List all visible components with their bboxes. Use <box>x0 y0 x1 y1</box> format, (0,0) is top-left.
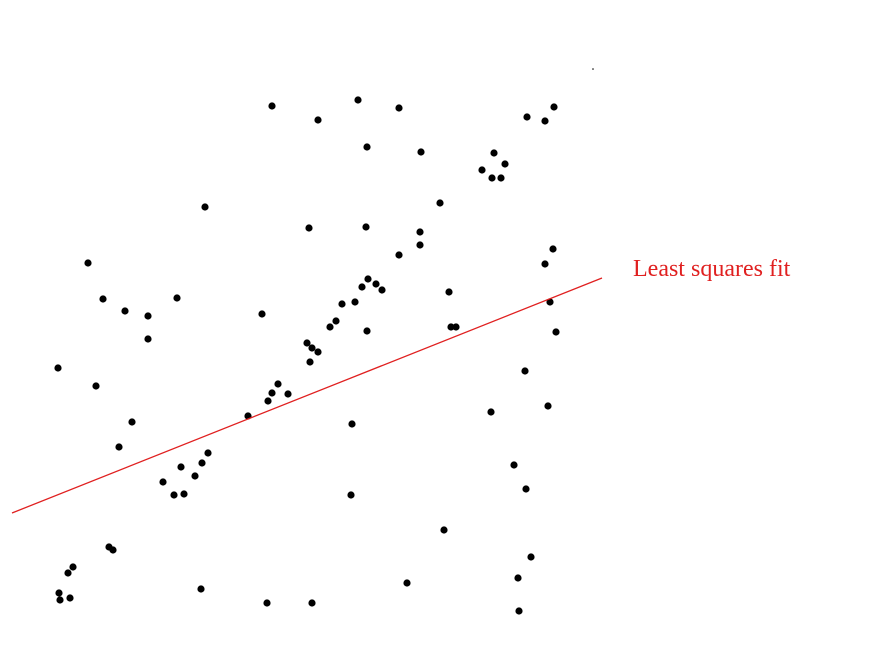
data-point <box>541 117 549 125</box>
data-point <box>515 607 523 615</box>
data-point <box>314 348 322 356</box>
data-point <box>436 199 444 207</box>
data-points <box>54 68 594 615</box>
data-point <box>197 585 205 593</box>
data-point <box>440 526 448 534</box>
data-point <box>378 286 386 294</box>
data-point <box>364 275 372 283</box>
data-point <box>99 295 107 303</box>
data-point <box>84 259 92 267</box>
data-point <box>314 116 322 124</box>
data-point <box>264 397 272 405</box>
data-point <box>363 327 371 335</box>
data-point <box>395 251 403 259</box>
data-point <box>109 546 117 554</box>
data-point <box>351 298 359 306</box>
data-point <box>592 68 594 70</box>
data-point <box>308 599 316 607</box>
data-point <box>550 103 558 111</box>
fit-line-label: Least squares fit <box>633 256 791 282</box>
data-point <box>274 380 282 388</box>
data-point <box>284 390 292 398</box>
data-point <box>66 594 74 602</box>
data-point <box>55 589 63 597</box>
data-point <box>326 323 334 331</box>
data-point <box>544 402 552 410</box>
data-point <box>497 174 505 182</box>
data-point <box>306 358 314 366</box>
data-point <box>268 389 276 397</box>
data-point <box>144 312 152 320</box>
data-point <box>549 245 557 253</box>
data-point <box>552 328 560 336</box>
data-point <box>546 298 554 306</box>
data-point <box>358 283 366 291</box>
data-point <box>56 596 64 604</box>
data-point <box>204 449 212 457</box>
data-point <box>523 113 531 121</box>
data-point <box>416 241 424 249</box>
data-point <box>510 461 518 469</box>
data-point <box>488 174 496 182</box>
data-point <box>54 364 62 372</box>
data-point <box>478 166 486 174</box>
data-point <box>268 102 276 110</box>
data-point <box>447 323 455 331</box>
data-point <box>338 300 346 308</box>
data-point <box>64 569 72 577</box>
data-point <box>201 203 209 211</box>
data-point <box>416 228 424 236</box>
data-point <box>445 288 453 296</box>
data-point <box>69 563 77 571</box>
least-squares-fit-line <box>11 277 603 514</box>
data-point <box>501 160 509 168</box>
data-point <box>354 96 362 104</box>
data-point <box>417 148 425 156</box>
data-point <box>487 408 495 416</box>
data-point <box>191 472 199 480</box>
data-point <box>177 463 185 471</box>
data-point <box>332 317 340 325</box>
data-point <box>303 339 311 347</box>
data-point <box>92 382 100 390</box>
data-point <box>541 260 549 268</box>
data-point <box>159 478 167 486</box>
data-point <box>198 459 206 467</box>
data-point <box>180 490 188 498</box>
data-point <box>121 307 129 315</box>
data-point <box>128 418 136 426</box>
data-point <box>403 579 411 587</box>
data-point <box>362 223 370 231</box>
data-point <box>527 553 535 561</box>
data-point <box>363 143 371 151</box>
data-point <box>305 224 313 232</box>
data-point <box>263 599 271 607</box>
data-point <box>170 491 178 499</box>
data-point <box>347 491 355 499</box>
data-point <box>348 420 356 428</box>
data-point <box>308 344 316 352</box>
data-point <box>521 367 529 375</box>
data-point <box>490 149 498 157</box>
data-point <box>173 294 181 302</box>
data-point <box>395 104 403 112</box>
data-point <box>258 310 266 318</box>
data-point <box>372 280 380 288</box>
data-point <box>144 335 152 343</box>
data-point <box>522 485 530 493</box>
data-point <box>115 443 123 451</box>
data-point <box>452 323 460 331</box>
data-point <box>514 574 522 582</box>
